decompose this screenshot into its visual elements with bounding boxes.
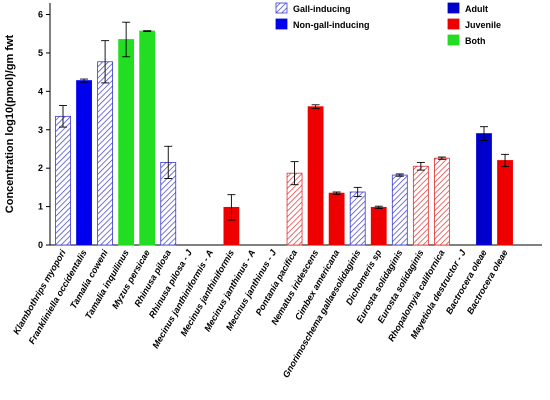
error-bar <box>101 40 110 84</box>
bar <box>476 133 492 246</box>
bars <box>55 30 513 246</box>
error-bar <box>353 186 362 198</box>
bar <box>497 160 513 246</box>
error-bar <box>311 104 320 110</box>
legend-label: Gall-inducing <box>293 4 351 14</box>
y-axis-title: Concentration log10(pmol)/gm fwt <box>4 34 16 213</box>
legend-item: Non-gall-inducing <box>275 18 370 30</box>
error-bar <box>374 205 383 209</box>
bar <box>433 157 450 246</box>
legend-item: Adult <box>447 2 488 14</box>
bar <box>370 206 387 246</box>
y-tick-label: 2 <box>38 163 43 173</box>
legend-label: Juvenile <box>465 20 501 30</box>
y-tick-label: 1 <box>38 202 43 212</box>
legend-label: Both <box>465 36 486 46</box>
bar <box>76 80 92 246</box>
bar <box>139 30 156 246</box>
bar <box>328 192 345 246</box>
bar <box>118 39 135 246</box>
error-bar <box>416 161 425 171</box>
error-bar <box>332 191 341 195</box>
legend-swatch <box>275 18 288 30</box>
bar <box>412 165 429 246</box>
y-tick-label: 6 <box>38 10 43 20</box>
y-axis-ticks: 0 1 2 3 4 5 6 <box>38 10 50 250</box>
error-bar <box>143 30 152 32</box>
y-tick-label: 0 <box>38 240 43 250</box>
error-bar <box>80 78 89 83</box>
bar <box>97 61 113 246</box>
error-bar <box>290 161 299 186</box>
legend-item: Gall-inducing <box>275 2 351 14</box>
y-tick-label: 3 <box>38 125 43 135</box>
legend-item: Juvenile <box>447 18 501 30</box>
legend-swatch <box>447 2 460 14</box>
error-bar <box>122 21 131 58</box>
legend-swatch <box>447 18 460 30</box>
error-bar <box>227 194 236 221</box>
error-bar <box>59 105 67 128</box>
error-bar <box>164 145 173 179</box>
bar <box>55 115 71 246</box>
bar <box>349 191 366 246</box>
error-bar <box>437 156 446 160</box>
legend-label: Adult <box>465 4 488 14</box>
error-bar <box>501 153 510 168</box>
y-tick-label: 4 <box>38 86 43 96</box>
bar <box>307 106 324 246</box>
y-tick-label: 5 <box>38 48 43 58</box>
legend-item: Both <box>447 34 486 46</box>
legend-swatch <box>447 34 460 46</box>
legend: Gall-inducing Non-gall-inducing Adult Juven… <box>275 2 501 46</box>
bar <box>391 174 408 246</box>
legend-label: Non-gall-inducing <box>293 20 370 30</box>
error-bars <box>59 21 510 221</box>
legend-swatch <box>275 2 288 14</box>
error-bar <box>395 173 404 177</box>
error-bar <box>480 126 488 141</box>
